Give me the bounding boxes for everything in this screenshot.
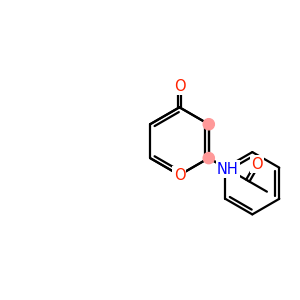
Text: O: O bbox=[174, 167, 185, 182]
Text: O: O bbox=[174, 79, 185, 94]
Circle shape bbox=[203, 118, 214, 130]
Circle shape bbox=[203, 152, 214, 164]
Text: O: O bbox=[251, 157, 263, 172]
Text: NH: NH bbox=[217, 162, 239, 177]
